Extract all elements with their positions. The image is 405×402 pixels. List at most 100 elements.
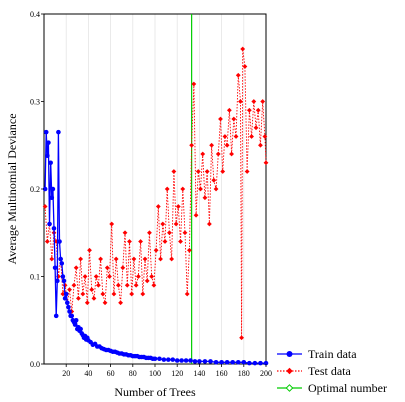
data-point (263, 360, 269, 366)
data-point (175, 204, 181, 209)
data-point (76, 295, 81, 301)
data-point (135, 274, 141, 279)
data-point (246, 107, 252, 113)
data-point (208, 359, 213, 364)
data-point (247, 360, 252, 366)
x-tick-label: 100 (149, 369, 161, 378)
data-point (197, 359, 202, 364)
y-axis-ticks: 0.0 0.1 0.2 0.3 0.4 (30, 10, 44, 369)
data-point (240, 46, 246, 52)
data-point (258, 142, 263, 148)
data-point (73, 317, 79, 323)
data-point (193, 212, 199, 218)
legend-item: Optimal number (277, 381, 387, 395)
legend-marker (285, 384, 294, 392)
data-point (55, 278, 60, 284)
data-point (206, 221, 212, 227)
data-point (202, 359, 208, 364)
data-point (224, 359, 230, 365)
data-point (50, 186, 56, 192)
y-axis-label: Average Multinomial Deviance (5, 113, 19, 264)
data-point (69, 313, 75, 319)
data-point (153, 247, 159, 253)
data-point (104, 265, 110, 271)
data-point (118, 300, 123, 306)
data-point (46, 140, 51, 145)
data-point (87, 247, 92, 253)
legend: Train data Test data Optimal number (277, 347, 387, 395)
legend-label: Train data (308, 347, 357, 361)
data-point (113, 256, 119, 262)
legend-item: Test data (277, 364, 351, 378)
data-point (124, 282, 130, 288)
data-point (93, 274, 99, 279)
data-point (98, 256, 104, 262)
series-test-data (42, 46, 269, 341)
data-point (78, 326, 83, 332)
data-point (211, 177, 217, 183)
data-point (56, 274, 61, 279)
data-point (180, 186, 186, 192)
x-tick-label: 200 (260, 369, 272, 378)
data-point (191, 81, 197, 87)
data-point (209, 142, 215, 148)
data-point (65, 300, 70, 306)
data-point (84, 300, 90, 306)
legend-label: Optimal number (308, 381, 387, 395)
data-point (202, 195, 208, 201)
x-tick-label: 40 (84, 369, 92, 378)
x-tick-label: 120 (171, 369, 183, 378)
data-point (171, 169, 177, 174)
data-point (107, 274, 112, 279)
data-point (48, 160, 53, 166)
data-point (200, 151, 206, 157)
data-point (253, 125, 259, 131)
data-point (157, 356, 162, 362)
data-point (63, 291, 69, 297)
data-point (49, 256, 55, 262)
data-point (80, 291, 86, 297)
data-point (52, 265, 58, 271)
data-point (173, 221, 179, 227)
data-point (184, 291, 190, 297)
x-tick-label: 160 (216, 369, 228, 378)
legend-marker (286, 351, 293, 357)
data-point (167, 230, 172, 236)
data-point (218, 116, 223, 122)
data-point (198, 186, 203, 192)
data-point (44, 239, 50, 244)
data-point (169, 256, 175, 262)
data-point (183, 358, 189, 363)
data-point (43, 129, 49, 135)
legend-item: Train data (277, 347, 357, 361)
data-point (144, 278, 150, 284)
data-point (62, 296, 68, 301)
data-point (53, 313, 59, 319)
data-point (56, 129, 61, 135)
data-point (152, 356, 158, 362)
data-point (229, 151, 234, 157)
y-tick-label: 0.1 (30, 273, 40, 282)
data-point (147, 230, 152, 236)
data-point (195, 169, 201, 174)
data-point (67, 309, 72, 314)
data-point (73, 265, 79, 271)
data-point (262, 134, 268, 139)
data-point (66, 304, 71, 310)
data-point (60, 291, 66, 297)
data-point (58, 256, 63, 262)
data-point (230, 359, 235, 365)
data-point (155, 204, 161, 209)
x-axis-ticks: 20 40 60 80 100 120 140 160 180 200 (62, 364, 272, 378)
data-point (59, 261, 65, 266)
series-line (44, 48, 267, 338)
data-point (263, 160, 269, 166)
data-point (160, 221, 166, 227)
y-tick-label: 0.4 (30, 10, 40, 19)
data-point (140, 291, 146, 297)
data-point (220, 169, 226, 174)
data-point (182, 230, 188, 236)
data-point (235, 359, 241, 365)
data-point (42, 204, 48, 209)
x-tick-label: 80 (129, 369, 137, 378)
